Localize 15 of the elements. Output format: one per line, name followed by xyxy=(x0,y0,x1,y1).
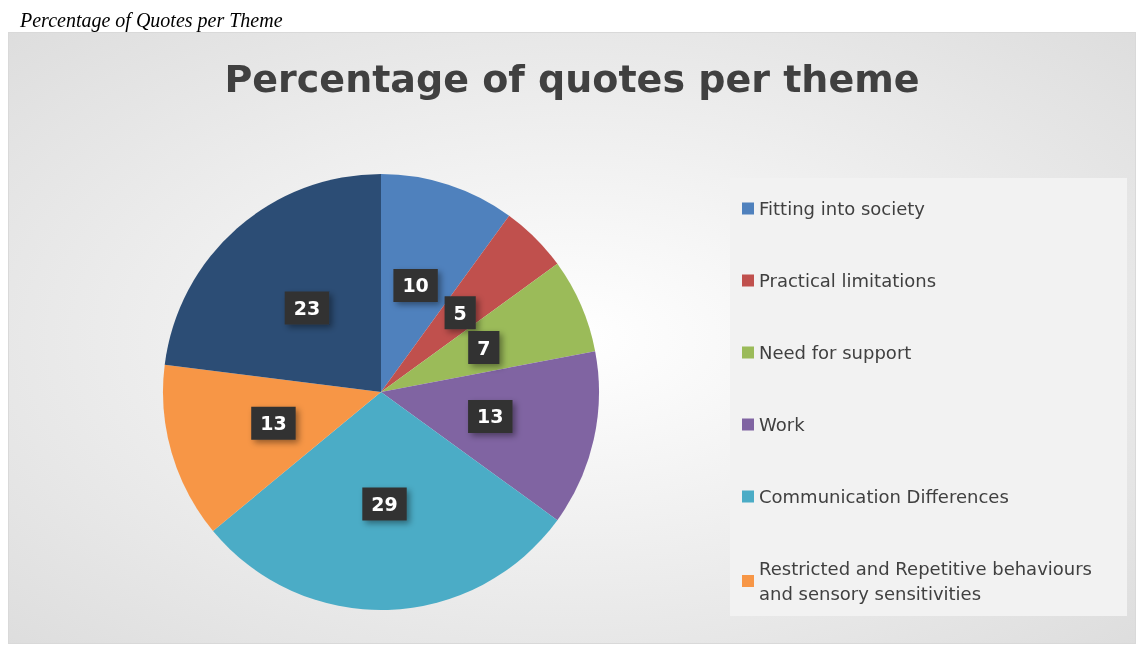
data-label: 5 xyxy=(453,301,467,324)
legend-label: Need for support xyxy=(759,342,912,363)
legend-label: Communication Differences xyxy=(759,486,1009,507)
chart-title: Percentage of quotes per theme xyxy=(224,57,920,101)
data-label: 13 xyxy=(260,412,287,435)
data-label: 23 xyxy=(293,296,321,319)
text: Percentage of Quotes per Theme xyxy=(20,8,284,32)
legend-label: Restricted and Repetitive behaviours and sensory sensitivities xyxy=(759,558,1098,604)
legend-label: Fitting into society xyxy=(759,198,926,219)
legend-label: Work xyxy=(759,414,806,435)
data-label: 13 xyxy=(477,405,504,428)
data-label: 10 xyxy=(402,274,429,297)
data-label: 29 xyxy=(371,492,398,515)
legend-label: Practical limitations xyxy=(759,270,937,291)
data-label: 7 xyxy=(477,336,491,359)
